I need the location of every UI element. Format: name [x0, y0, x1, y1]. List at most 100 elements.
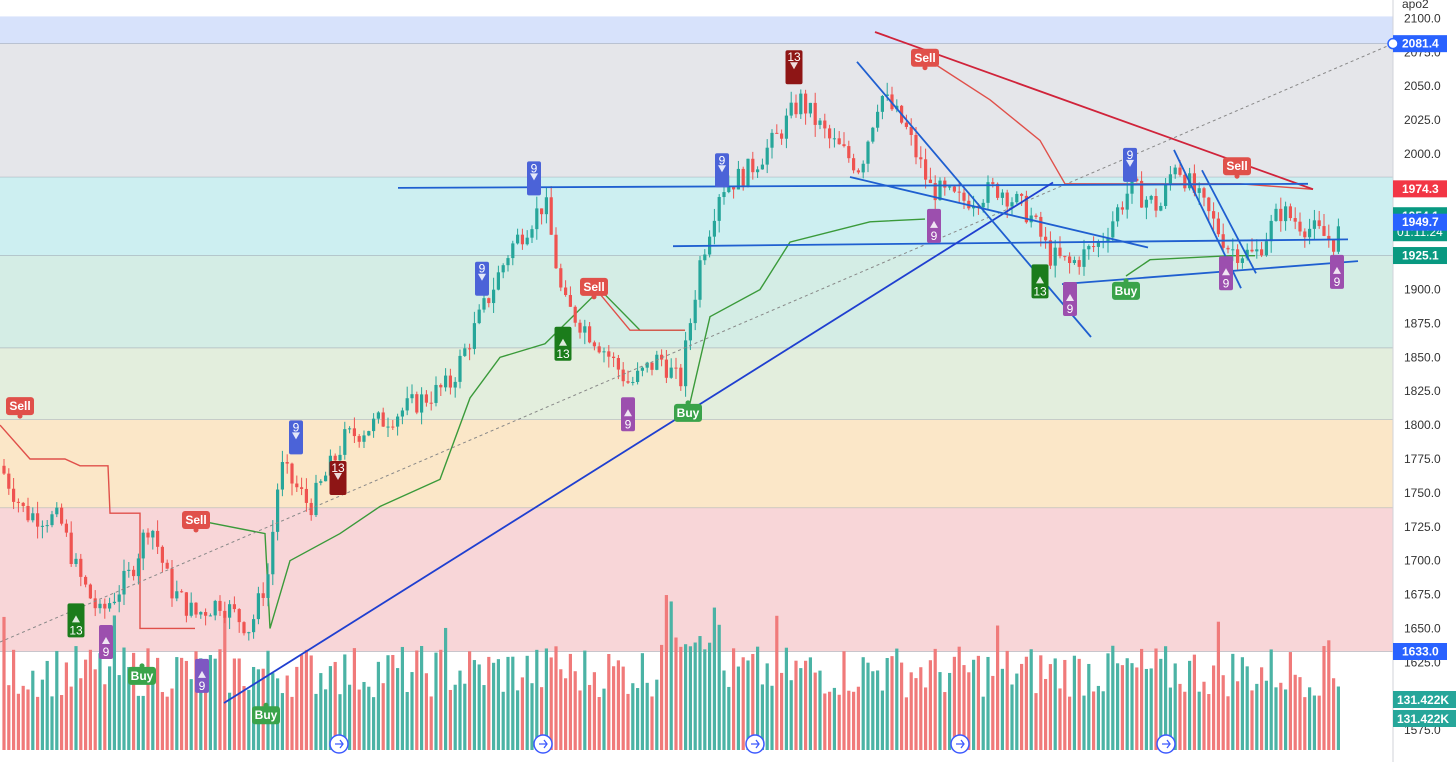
- volume-bar: [338, 694, 342, 750]
- candle-body: [1284, 206, 1288, 222]
- volume-bar: [132, 652, 136, 750]
- candle-body: [1332, 239, 1336, 252]
- volume-bar: [948, 672, 952, 750]
- volume-bar: [400, 646, 404, 750]
- volume-bar: [626, 693, 630, 750]
- candle-body: [957, 191, 961, 193]
- trailing-stop-green: [1125, 254, 1255, 277]
- volume-bar: [1034, 693, 1038, 750]
- buy-label: [252, 706, 280, 725]
- candle-body: [1269, 220, 1273, 242]
- candle-body: [324, 475, 328, 482]
- volume-bar: [1159, 658, 1163, 750]
- volume-bar: [770, 685, 774, 750]
- volume-bar: [602, 688, 606, 750]
- volume-bar: [439, 649, 443, 750]
- candle-body: [1192, 173, 1196, 193]
- volume-bar: [525, 655, 529, 750]
- buy-label: [674, 403, 702, 422]
- volume-bar: [112, 615, 116, 750]
- volume-bar: [554, 646, 558, 750]
- triangle-down-icon: [1126, 159, 1134, 167]
- volume-bar: [1044, 678, 1048, 750]
- volume-bar: [36, 696, 40, 750]
- trailing-stop-green: [687, 218, 926, 412]
- candle-body: [660, 354, 664, 360]
- candle-body: [396, 416, 400, 427]
- buy-dot: [1123, 278, 1129, 284]
- volume-bar: [698, 636, 702, 750]
- volume-bar: [108, 666, 112, 750]
- candle-body: [1058, 247, 1062, 257]
- candle-body: [1015, 193, 1019, 203]
- candle-body: [232, 604, 236, 610]
- volume-bar: [1020, 663, 1024, 750]
- volume-bar: [1221, 675, 1225, 750]
- volume-bar: [655, 679, 659, 750]
- volume-bar: [285, 675, 289, 750]
- volume-bar: [928, 660, 932, 750]
- candle-body: [1149, 196, 1153, 200]
- candle-body: [818, 120, 822, 125]
- candle-body: [645, 362, 649, 368]
- td-count-number: 9: [531, 161, 538, 175]
- triangle-up-icon: [1222, 268, 1230, 276]
- candle-body: [736, 168, 740, 190]
- candle-body: [1236, 249, 1240, 263]
- volume-bar: [501, 691, 505, 750]
- candle-body: [1279, 208, 1283, 222]
- candle-body: [861, 163, 865, 173]
- volume-bar: [837, 694, 841, 750]
- candle-body: [170, 568, 174, 599]
- volume-bar: [1336, 686, 1340, 750]
- candle-body: [439, 384, 443, 388]
- candle-body: [391, 426, 395, 428]
- volume-bar: [895, 648, 899, 750]
- candle-body: [549, 197, 553, 235]
- volume-bar: [1072, 655, 1076, 750]
- volume-bar: [1125, 658, 1129, 750]
- candle-body: [1096, 241, 1100, 247]
- candle-body: [914, 134, 918, 158]
- candle-body: [252, 619, 256, 633]
- volume-bar: [487, 656, 491, 750]
- volume-bar: [660, 644, 664, 750]
- candle-body: [650, 362, 654, 370]
- candle-body: [146, 532, 150, 538]
- volume-bar: [962, 665, 966, 750]
- candle-body: [1202, 188, 1206, 198]
- y-tick-label: 2050.0: [1404, 79, 1441, 93]
- price-axis: [1393, 0, 1456, 762]
- volume-bar: [741, 657, 745, 750]
- volume-bar: [165, 696, 169, 750]
- volume-bar: [208, 655, 212, 750]
- candle-body: [453, 381, 457, 388]
- price-tag-value: 1974.3: [1402, 182, 1439, 196]
- volume-bar: [784, 647, 788, 750]
- candle-body: [1303, 231, 1307, 238]
- volume-bar: [180, 657, 184, 750]
- candle-body: [1063, 256, 1067, 258]
- candle-body: [770, 132, 774, 148]
- candle-body: [943, 180, 947, 188]
- candle-body: [1216, 218, 1220, 235]
- candle-body: [559, 268, 563, 288]
- volume-bar: [1255, 683, 1259, 750]
- volume-bar: [1154, 648, 1158, 750]
- candle-body: [525, 237, 529, 245]
- volume-bar: [861, 657, 865, 750]
- buy-label: [128, 666, 156, 685]
- td-count-number: 9: [479, 262, 486, 276]
- candle-body: [482, 298, 486, 310]
- candle-body: [511, 243, 515, 259]
- volume-bar: [717, 624, 721, 750]
- candle-body: [588, 326, 592, 343]
- volume-bar: [1293, 674, 1297, 750]
- volume-bar: [175, 657, 179, 750]
- volume-bar: [1312, 695, 1316, 750]
- candle-body: [981, 202, 985, 208]
- volume-bar: [506, 656, 510, 750]
- candle-body: [151, 530, 155, 538]
- td-count-number: 9: [1067, 302, 1074, 316]
